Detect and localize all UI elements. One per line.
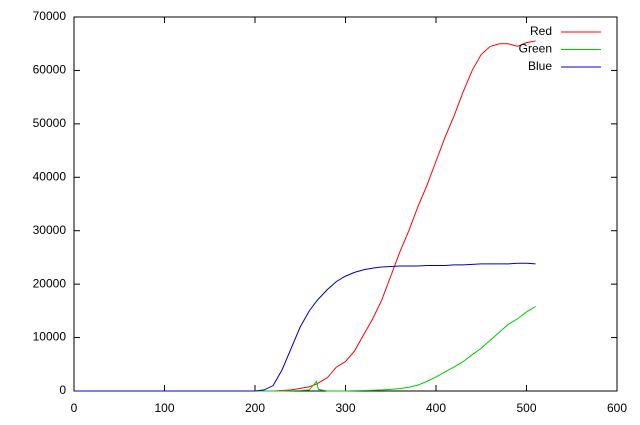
- x-tick-label: 600: [607, 401, 627, 415]
- y-tick-label: 0: [59, 383, 66, 397]
- y-tick-label: 60000: [33, 63, 67, 77]
- series-line: [74, 40, 536, 392]
- x-tick-label: 0: [71, 401, 78, 415]
- x-tick-label: 200: [245, 401, 265, 415]
- y-tick-label: 20000: [33, 276, 67, 290]
- x-tick-label: 500: [516, 401, 536, 415]
- y-tick-label: 50000: [33, 116, 67, 130]
- legend-label: Green: [519, 42, 552, 56]
- y-tick-label: 30000: [33, 223, 67, 237]
- legend-label: Blue: [528, 59, 552, 73]
- x-tick-label: 400: [426, 401, 446, 415]
- x-tick-label: 100: [154, 401, 174, 415]
- legend-label: Red: [530, 24, 552, 38]
- x-tick-label: 300: [335, 401, 355, 415]
- y-tick-label: 10000: [33, 330, 67, 344]
- series-line: [74, 262, 536, 392]
- y-tick-label: 40000: [33, 169, 67, 183]
- y-tick-label: 70000: [33, 9, 67, 23]
